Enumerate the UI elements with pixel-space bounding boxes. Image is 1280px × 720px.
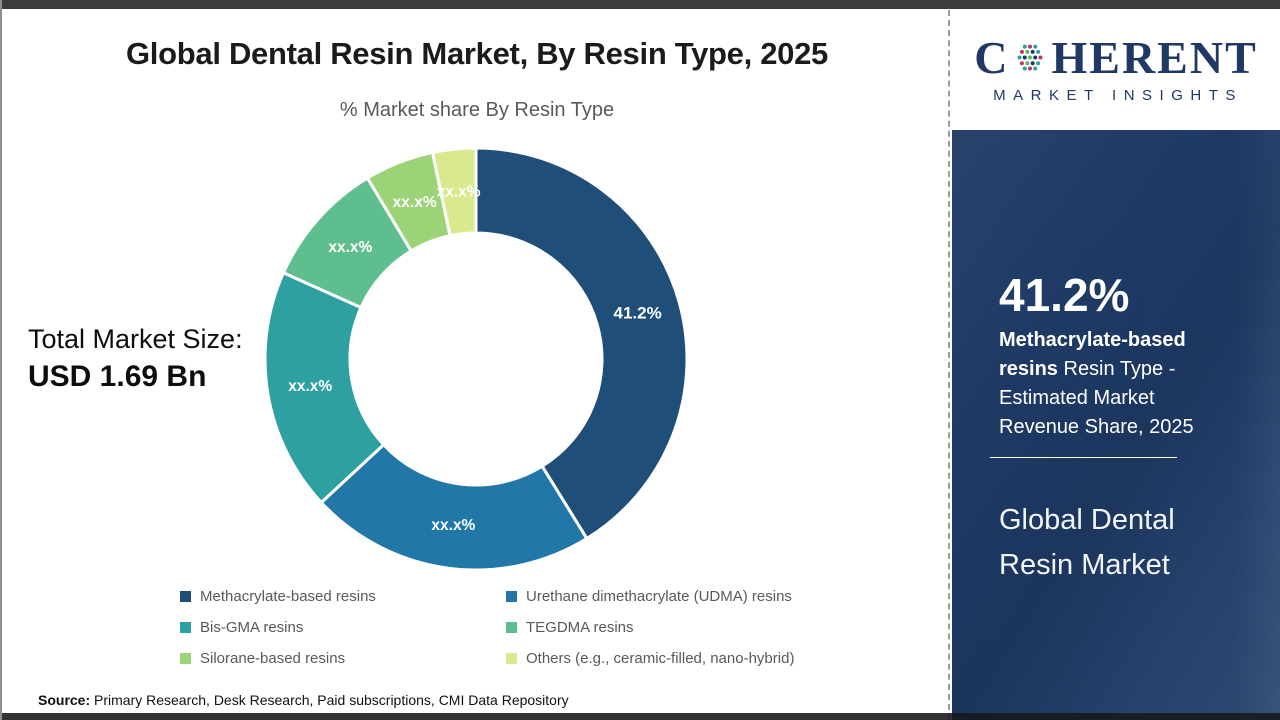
- sidebar-panel: 41.2% Methacrylate-based resins Resin Ty…: [952, 130, 1280, 720]
- coherent-logo-sphere-icon: [1018, 44, 1043, 71]
- donut-segment-1: [319, 443, 589, 572]
- legend-item-4: Silorane-based resins: [180, 650, 506, 667]
- highlight-stat-description: Methacrylate-based resins Resin Type - E…: [999, 326, 1213, 442]
- legend-item-3: TEGDMA resins: [506, 619, 794, 636]
- donut-segment-label-2: xx.x%: [288, 378, 332, 395]
- stat-divider: [990, 457, 1177, 458]
- sidebar-market-title: Global Dental Resin Market: [999, 504, 1175, 581]
- legend-label: Urethane dimethacrylate (UDMA) resins: [526, 588, 792, 605]
- legend-swatch-icon: [180, 591, 191, 602]
- donut-segment-label-4: xx.x%: [393, 194, 437, 211]
- legend-label: Bis-GMA resins: [200, 619, 304, 636]
- legend-label: Silorane-based resins: [200, 650, 346, 667]
- legend-label: Others (e.g., ceramic-filled, nano-hybri…: [526, 650, 795, 667]
- legend-item-0: Methacrylate-based resins: [180, 588, 506, 605]
- highlight-stat-value: 41.2%: [999, 269, 1130, 321]
- donut-segment-label-0: 41.2%: [614, 304, 662, 323]
- total-market-size-label: Total Market Size:: [28, 324, 243, 354]
- donut-segment-label-1: xx.x%: [431, 517, 475, 534]
- dashed-separator: [948, 0, 950, 720]
- legend-label: Methacrylate-based resins: [200, 588, 376, 605]
- source-label: Source:: [38, 692, 91, 708]
- donut-segment-label-5: xx.x%: [437, 183, 481, 200]
- legend-item-2: Bis-GMA resins: [180, 619, 506, 636]
- stat-description-rest: Resin Type - Estimated Market Revenue Sh…: [999, 358, 1194, 438]
- logo-subtext: MARKET INSIGHTS: [993, 87, 1243, 104]
- coherent-logo-wordmark: C HERENT: [974, 35, 1258, 81]
- coherent-logo: C HERENT MARKET INSIGHTS: [952, 9, 1280, 130]
- legend-item-5: Others (e.g., ceramic-filled, nano-hybri…: [506, 650, 794, 667]
- legend-swatch-icon: [180, 622, 191, 633]
- legend-swatch-icon: [506, 591, 517, 602]
- legend: Methacrylate-based resins Urethane dimeth…: [180, 588, 794, 667]
- total-market-size-value: USD 1.69 Bn: [28, 360, 207, 393]
- logo-letter-c: C: [974, 32, 1010, 83]
- sidebar: C HERENT MARKET INSIGHTS 41.2% Methacryl…: [952, 0, 1280, 720]
- top-strip: [2, 0, 1280, 9]
- legend-swatch-icon: [506, 622, 517, 633]
- donut-segment-label-3: xx.x%: [328, 239, 372, 256]
- legend-swatch-icon: [180, 653, 191, 664]
- legend-item-1: Urethane dimethacrylate (UDMA) resins: [506, 588, 794, 605]
- stat-segment-name: Methacrylate-based resins: [999, 329, 1186, 380]
- donut-segment-0: [474, 146, 689, 541]
- donut-segment-2: [263, 271, 386, 504]
- logo-letters-herent: HERENT: [1051, 32, 1258, 83]
- total-market-size-block: Total Market Size: USD 1.69 Bn: [28, 324, 243, 394]
- chart-subtitle: % Market share By Resin Type: [339, 99, 615, 121]
- donut-chart: 41.2%xx.x%xx.x%xx.x%xx.x%xx.x%: [263, 146, 689, 572]
- page-title: Global Dental Resin Market, By Resin Typ…: [125, 36, 829, 71]
- bottom-strip: [2, 713, 1280, 720]
- legend-label: TEGDMA resins: [526, 619, 634, 636]
- source-text: Primary Research, Desk Research, Paid su…: [90, 692, 569, 708]
- donut-segment-5: [431, 146, 478, 238]
- legend-swatch-icon: [506, 653, 517, 664]
- source-line: Source: Primary Research, Desk Research,…: [38, 692, 569, 708]
